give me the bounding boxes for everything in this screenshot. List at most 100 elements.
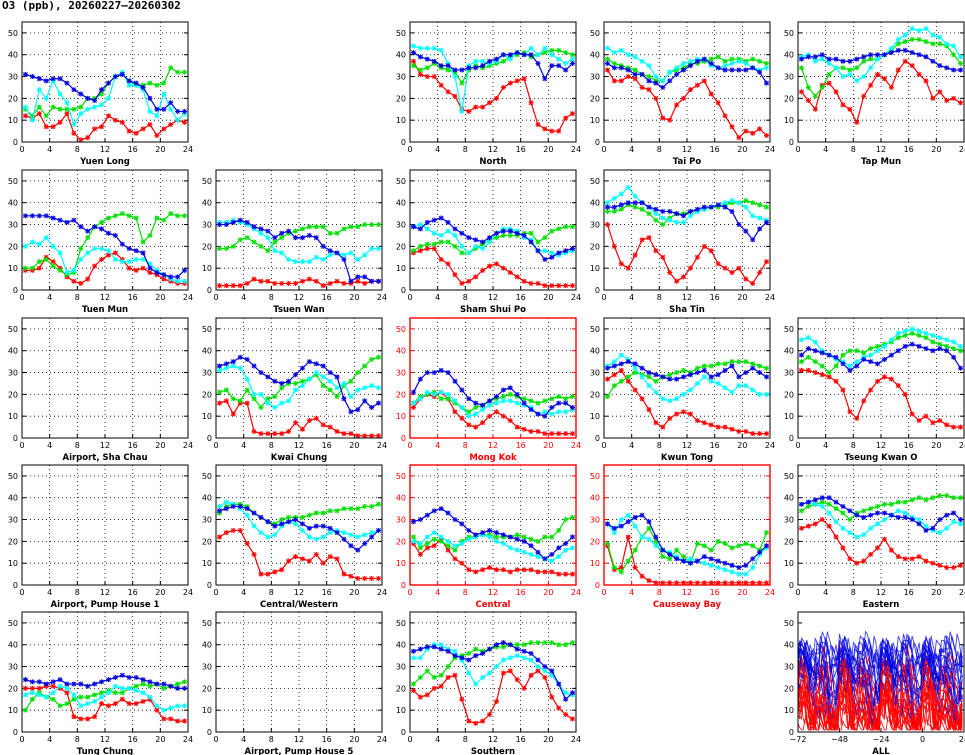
- data-point-red: [556, 283, 562, 289]
- marker-stroke: [909, 37, 915, 42]
- data-point-red: [341, 431, 347, 437]
- marker-stroke: [161, 126, 167, 132]
- data-point-cyan: [743, 60, 749, 66]
- marker-stroke: [895, 48, 901, 53]
- marker-stroke: [43, 124, 49, 130]
- marker-stroke: [708, 204, 714, 210]
- marker-stroke: [764, 259, 769, 264]
- marker-stroke: [327, 370, 333, 375]
- marker-stroke: [30, 117, 35, 123]
- data-point-green: [279, 385, 285, 391]
- marker-stroke: [106, 248, 111, 254]
- data-point-red: [64, 111, 70, 117]
- marker-stroke: [535, 429, 541, 434]
- series-line-cyan: [24, 71, 185, 126]
- marker-stroke: [431, 246, 437, 251]
- marker-stroke: [833, 89, 839, 95]
- data-point-red: [639, 84, 645, 90]
- data-point-red: [99, 124, 105, 130]
- marker-stroke: [944, 65, 950, 71]
- data-point-blue: [674, 211, 680, 217]
- data-point-cyan: [833, 65, 839, 71]
- data-point-red: [473, 104, 479, 110]
- data-point-red: [306, 418, 312, 424]
- marker-stroke: [667, 78, 673, 84]
- data-point-green: [923, 39, 929, 45]
- data-point-cyan: [618, 47, 624, 53]
- data-point-blue: [369, 278, 375, 284]
- marker-stroke: [334, 230, 340, 236]
- marker-stroke: [230, 396, 236, 402]
- marker-stroke: [64, 100, 70, 106]
- data-point-blue: [119, 241, 125, 247]
- marker-stroke: [71, 217, 77, 223]
- plot-frame: [603, 21, 771, 143]
- data-point-green: [639, 206, 645, 212]
- x-tick-label: 0: [19, 293, 24, 302]
- marker-stroke: [251, 224, 257, 230]
- marker-stroke: [452, 93, 458, 99]
- marker-stroke: [424, 246, 430, 251]
- marker-stroke: [217, 246, 222, 251]
- x-tick-label: 12: [100, 441, 110, 450]
- marker-stroke: [459, 250, 465, 256]
- data-point-blue: [452, 226, 458, 232]
- marker-stroke: [487, 100, 492, 106]
- data-point-green: [22, 265, 28, 271]
- marker-stroke: [369, 222, 374, 227]
- marker-stroke: [646, 204, 652, 210]
- data-point-green: [376, 222, 382, 228]
- marker-stroke: [320, 383, 326, 388]
- data-point-red: [161, 276, 167, 282]
- data-point-red: [85, 135, 91, 141]
- marker-stroke: [57, 106, 63, 112]
- y-tick-label: 30: [590, 73, 600, 82]
- marker-stroke: [341, 226, 347, 232]
- x-tick-label: 8: [463, 145, 468, 154]
- marker-stroke: [674, 72, 679, 77]
- marker-stroke: [133, 268, 139, 273]
- data-point-blue: [369, 404, 375, 410]
- data-point-blue: [549, 63, 555, 69]
- marker-stroke: [667, 117, 673, 123]
- marker-stroke: [251, 396, 257, 402]
- marker-stroke: [923, 54, 929, 60]
- marker-stroke: [355, 370, 361, 375]
- data-point-red: [43, 124, 49, 130]
- data-point-green: [445, 67, 451, 73]
- marker-stroke: [64, 270, 70, 275]
- marker-stroke: [507, 80, 513, 86]
- marker-stroke: [258, 431, 264, 436]
- x-tick-label: 4: [435, 145, 440, 154]
- data-point-green: [299, 378, 305, 384]
- data-point-red: [320, 283, 326, 289]
- marker-stroke: [99, 246, 104, 251]
- marker-stroke: [521, 233, 527, 238]
- marker-stroke: [736, 265, 742, 271]
- data-point-blue: [826, 56, 832, 62]
- marker-stroke: [424, 56, 430, 62]
- data-point-red: [736, 135, 742, 141]
- data-point-cyan: [826, 60, 832, 66]
- marker-stroke: [244, 220, 250, 225]
- y-tick-label: 0: [595, 138, 600, 147]
- marker-stroke: [708, 61, 714, 66]
- data-point-green: [71, 106, 77, 112]
- marker-stroke: [521, 76, 527, 82]
- marker-stroke: [36, 104, 42, 110]
- marker-stroke: [944, 98, 950, 103]
- data-point-cyan: [230, 363, 236, 369]
- data-point-cyan: [355, 387, 361, 393]
- data-point-green: [646, 74, 652, 80]
- data-point-green: [334, 230, 340, 236]
- marker-stroke: [528, 230, 534, 236]
- marker-stroke: [473, 58, 479, 64]
- marker-stroke: [660, 209, 666, 214]
- data-point-green: [570, 224, 576, 230]
- marker-stroke: [175, 278, 180, 284]
- data-point-blue: [743, 228, 749, 234]
- marker-stroke: [743, 204, 749, 210]
- marker-stroke: [334, 385, 340, 391]
- marker-stroke: [376, 385, 381, 391]
